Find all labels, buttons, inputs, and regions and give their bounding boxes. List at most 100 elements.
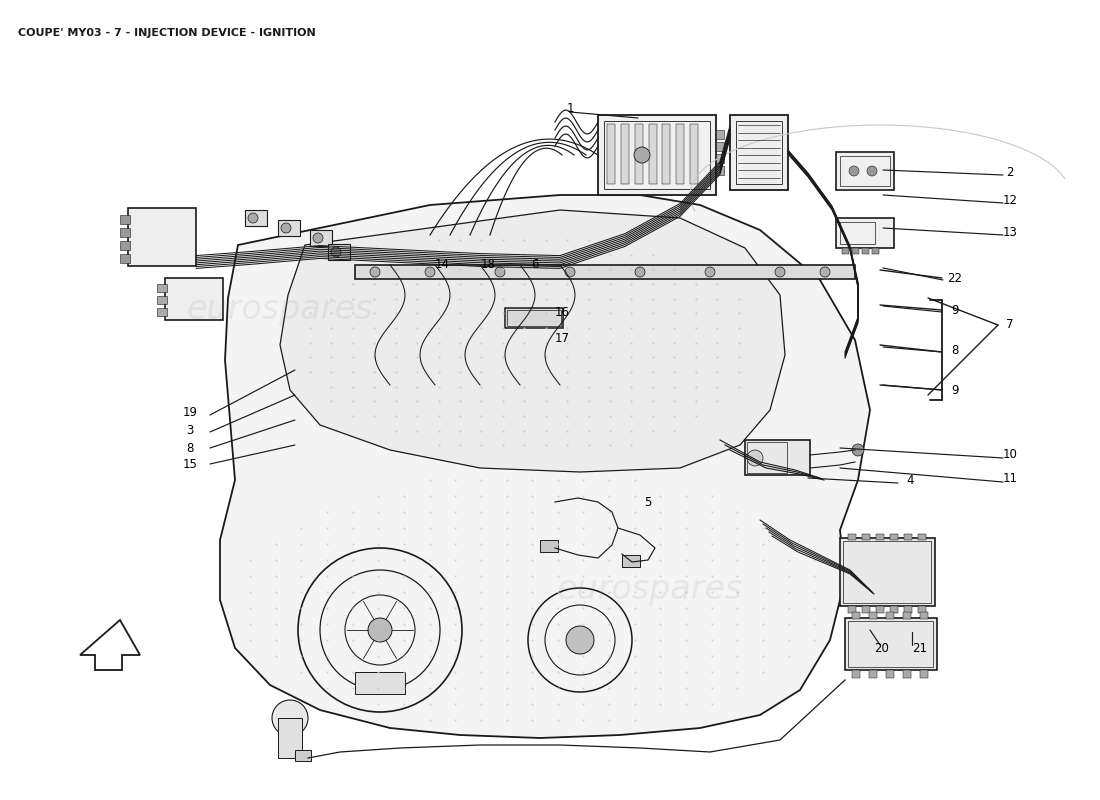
Circle shape — [272, 700, 308, 736]
Circle shape — [849, 166, 859, 176]
Circle shape — [635, 267, 645, 277]
Bar — [836, 218, 894, 248]
Circle shape — [280, 223, 292, 233]
Bar — [852, 612, 860, 619]
Bar — [845, 618, 937, 670]
Polygon shape — [220, 195, 870, 738]
Bar — [876, 534, 884, 540]
Bar — [747, 442, 786, 473]
Bar — [848, 621, 933, 667]
Bar — [848, 534, 856, 540]
Bar — [862, 606, 870, 613]
Bar — [120, 228, 130, 237]
Circle shape — [852, 444, 864, 456]
Bar — [676, 124, 684, 184]
Text: 5: 5 — [645, 495, 651, 509]
Bar — [872, 248, 879, 254]
Text: 9: 9 — [952, 303, 959, 317]
Bar — [621, 555, 640, 567]
Text: 11: 11 — [1002, 471, 1018, 485]
Bar — [295, 750, 311, 761]
Bar — [836, 152, 894, 190]
Bar — [869, 612, 877, 619]
Bar — [607, 124, 615, 184]
Bar — [840, 156, 890, 186]
Bar — [862, 248, 869, 254]
Bar — [862, 534, 870, 540]
Text: 18: 18 — [481, 258, 495, 271]
Bar — [736, 121, 782, 184]
Bar — [507, 310, 561, 326]
Text: 10: 10 — [1002, 449, 1018, 462]
Circle shape — [634, 147, 650, 163]
Bar — [505, 308, 563, 328]
Bar — [716, 166, 724, 175]
Bar — [716, 142, 724, 151]
Text: 19: 19 — [183, 406, 198, 418]
Bar — [620, 124, 629, 184]
Bar — [852, 248, 859, 254]
Circle shape — [370, 267, 379, 277]
Circle shape — [747, 450, 763, 466]
Bar — [920, 612, 928, 619]
Text: 22: 22 — [947, 271, 962, 285]
Text: 8: 8 — [186, 442, 194, 454]
Bar — [890, 606, 898, 613]
Bar — [245, 210, 267, 226]
Bar — [165, 278, 223, 320]
Text: eurospares: eurospares — [557, 574, 744, 606]
Text: 14: 14 — [434, 258, 450, 271]
Circle shape — [776, 267, 785, 277]
Circle shape — [314, 233, 323, 243]
Bar — [278, 220, 300, 236]
Bar — [904, 534, 912, 540]
Bar — [278, 718, 303, 758]
Text: 15: 15 — [183, 458, 197, 471]
Circle shape — [425, 267, 435, 277]
Circle shape — [331, 247, 341, 257]
Bar — [840, 222, 874, 244]
Bar — [918, 606, 926, 613]
Bar — [886, 670, 894, 678]
Text: 3: 3 — [186, 423, 194, 437]
Bar — [355, 265, 855, 279]
Text: 1: 1 — [566, 102, 574, 114]
Text: 16: 16 — [554, 306, 570, 318]
Circle shape — [368, 618, 392, 642]
Circle shape — [705, 267, 715, 277]
Text: 8: 8 — [952, 343, 959, 357]
Bar — [604, 121, 710, 189]
Text: 13: 13 — [1002, 226, 1018, 238]
Circle shape — [820, 267, 830, 277]
Bar — [598, 115, 716, 195]
Bar — [635, 124, 642, 184]
Bar — [690, 124, 698, 184]
Bar — [848, 606, 856, 613]
Circle shape — [248, 213, 258, 223]
Text: 7: 7 — [1006, 318, 1014, 331]
Bar — [120, 254, 130, 263]
Bar — [843, 541, 931, 603]
Bar — [157, 284, 167, 292]
Bar — [745, 440, 810, 475]
Polygon shape — [280, 210, 785, 472]
Bar — [876, 606, 884, 613]
Circle shape — [867, 166, 877, 176]
Bar — [842, 248, 849, 254]
Bar — [918, 534, 926, 540]
Text: eurospares: eurospares — [187, 294, 373, 326]
Text: 4: 4 — [906, 474, 914, 486]
Bar — [120, 215, 130, 224]
Bar — [355, 672, 405, 694]
Circle shape — [566, 626, 594, 654]
Bar — [730, 115, 788, 190]
Bar — [904, 606, 912, 613]
Text: 17: 17 — [554, 331, 570, 345]
Bar — [869, 670, 877, 678]
Bar — [903, 670, 911, 678]
Text: 2: 2 — [1006, 166, 1014, 178]
Bar — [716, 154, 724, 163]
Bar — [852, 670, 860, 678]
Bar — [662, 124, 670, 184]
Bar — [540, 540, 558, 552]
